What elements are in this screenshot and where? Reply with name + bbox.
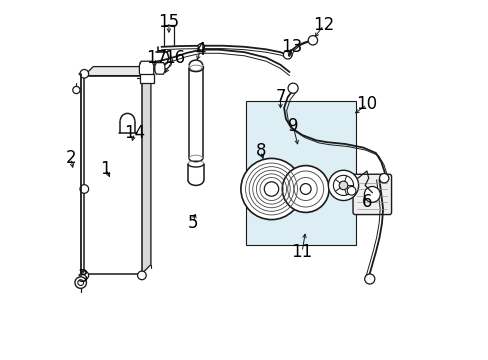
Text: 15: 15 xyxy=(158,13,179,31)
Text: 9: 9 xyxy=(287,117,298,135)
Text: 14: 14 xyxy=(124,124,145,142)
Text: 13: 13 xyxy=(280,38,301,56)
Circle shape xyxy=(283,50,291,59)
Polygon shape xyxy=(142,67,151,274)
Circle shape xyxy=(379,174,388,183)
Text: 10: 10 xyxy=(356,95,377,113)
Circle shape xyxy=(80,185,88,193)
Circle shape xyxy=(241,158,302,220)
Circle shape xyxy=(346,186,355,195)
Bar xyxy=(246,101,355,245)
Polygon shape xyxy=(139,61,153,77)
Circle shape xyxy=(282,166,328,212)
Text: 16: 16 xyxy=(163,49,184,67)
Polygon shape xyxy=(84,76,142,274)
Text: 11: 11 xyxy=(291,243,312,261)
Circle shape xyxy=(80,69,88,78)
Circle shape xyxy=(364,186,380,202)
Text: 6: 6 xyxy=(361,193,371,211)
Text: 2: 2 xyxy=(65,149,76,167)
Text: 1: 1 xyxy=(101,160,111,178)
Circle shape xyxy=(80,271,88,280)
Text: 5: 5 xyxy=(188,214,198,232)
Text: 7: 7 xyxy=(275,88,285,106)
Text: 8: 8 xyxy=(255,142,265,160)
Circle shape xyxy=(328,170,358,201)
FancyBboxPatch shape xyxy=(352,174,391,215)
Text: 3: 3 xyxy=(78,268,88,286)
Text: 12: 12 xyxy=(312,16,334,34)
Circle shape xyxy=(75,277,86,288)
Text: 4: 4 xyxy=(195,41,205,59)
Circle shape xyxy=(339,181,347,190)
Circle shape xyxy=(300,184,310,194)
Circle shape xyxy=(198,44,204,50)
Circle shape xyxy=(137,271,146,280)
Circle shape xyxy=(307,36,317,45)
Circle shape xyxy=(264,182,278,196)
Text: 17: 17 xyxy=(145,49,166,67)
Bar xyxy=(140,74,154,83)
Circle shape xyxy=(73,86,80,94)
Circle shape xyxy=(287,83,298,93)
Polygon shape xyxy=(155,63,164,74)
Polygon shape xyxy=(84,67,151,76)
Circle shape xyxy=(78,280,83,285)
Circle shape xyxy=(364,274,374,284)
